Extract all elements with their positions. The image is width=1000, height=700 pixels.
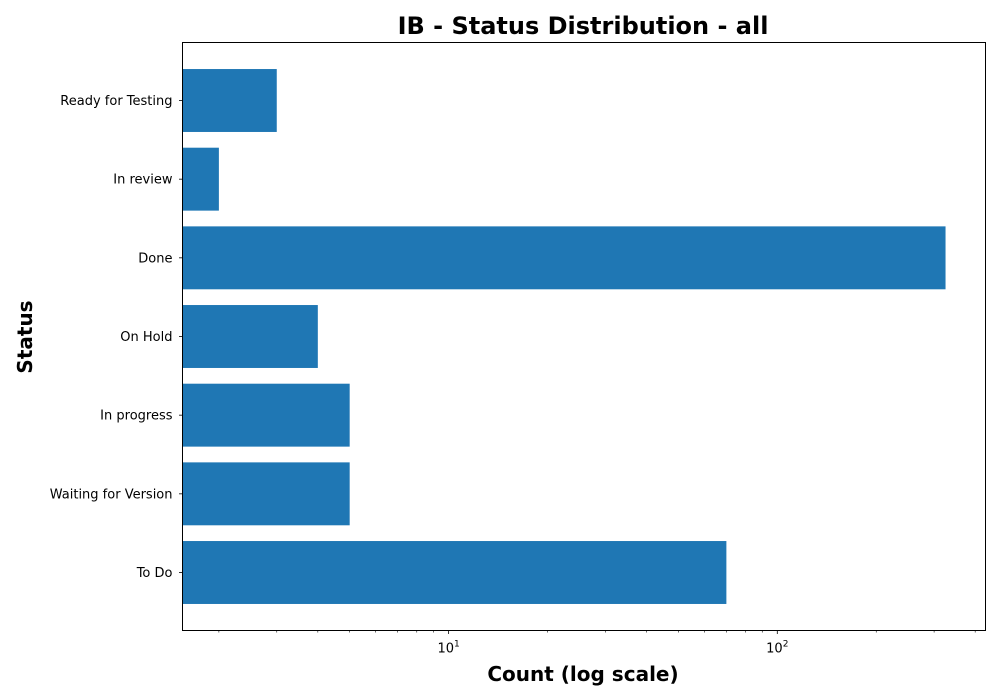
y-tick-label: Ready for Testing (60, 94, 172, 109)
y-tick-label: Done (138, 251, 172, 266)
bar-waiting-for-version (182, 462, 350, 526)
y-tick-label: In progress (100, 409, 173, 424)
bar-to-do (182, 541, 727, 604)
y-tick-label: On Hold (120, 330, 172, 345)
bar-done (182, 226, 946, 290)
x-tick-label: 101 (437, 640, 459, 657)
y-tick-label: Waiting for Version (50, 487, 173, 502)
y-ticks: To Do Waiting for Version In progress On Ho… (50, 94, 183, 581)
bar-on-hold (182, 305, 318, 368)
y-tick-label: In review (113, 173, 173, 188)
plot-frame (182, 42, 986, 631)
bar-in-review (182, 147, 219, 211)
x-tick-label: 102 (766, 640, 788, 657)
bar-ready-for-testing (182, 69, 277, 132)
chart-title: IB - Status Distribution - all (398, 12, 769, 40)
bar-in-progress (182, 383, 350, 447)
bars-layer (182, 69, 946, 604)
y-axis-label: Status (13, 300, 37, 373)
y-tick-label: To Do (136, 566, 173, 581)
x-axis-label: Count (log scale) (487, 662, 678, 686)
x-ticks: 101 102 (218, 630, 976, 657)
